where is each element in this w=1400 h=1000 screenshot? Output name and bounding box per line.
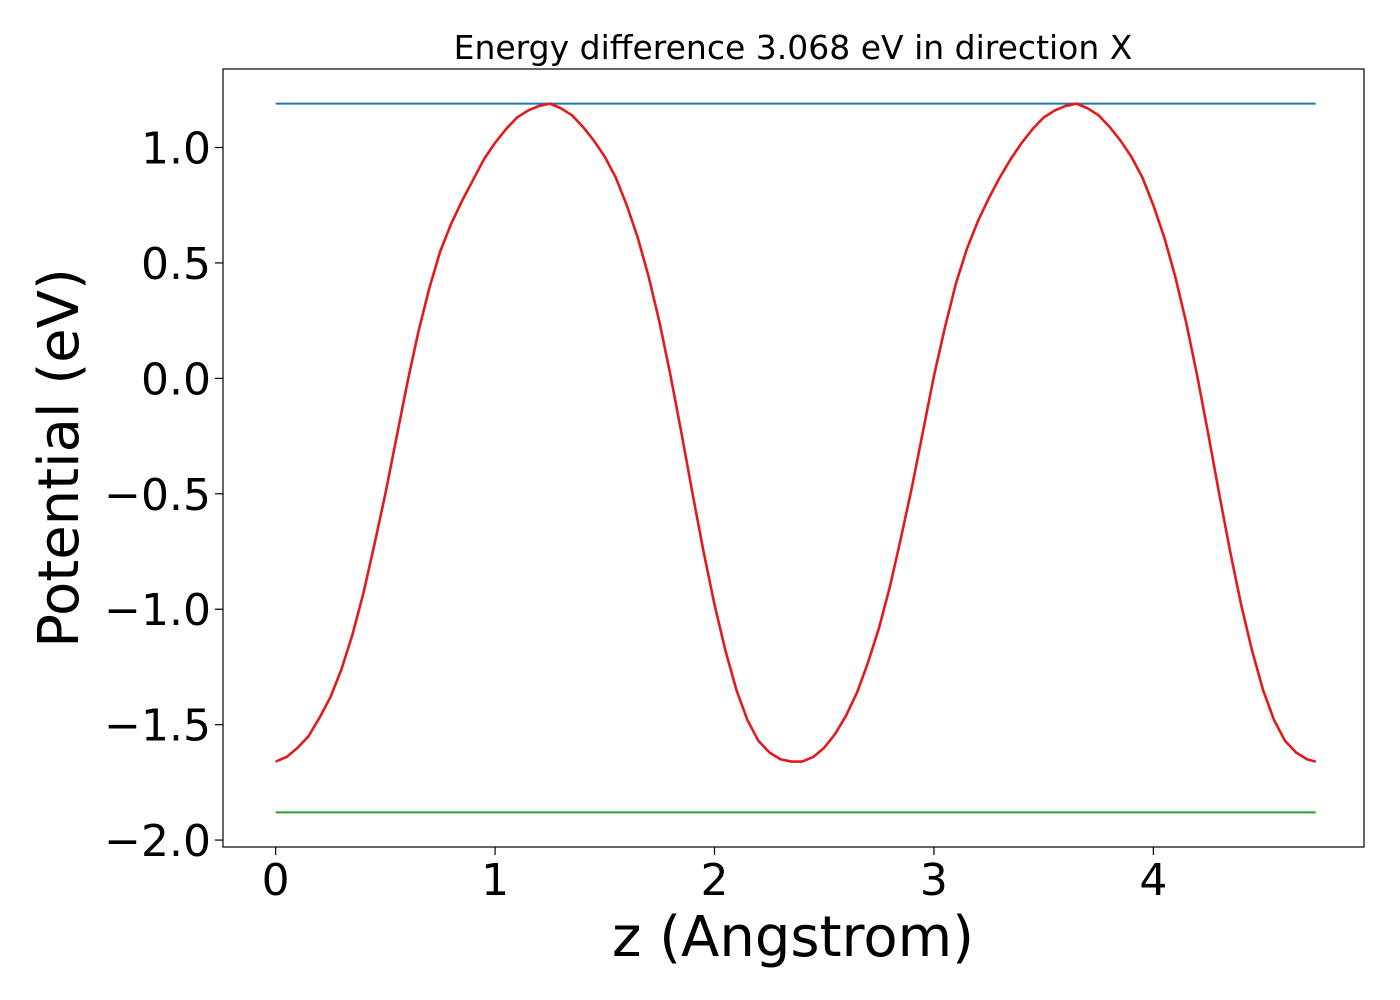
x-tick-label: 4 (1139, 855, 1167, 906)
y-tick-label: −1.0 (104, 585, 211, 636)
x-tick-label: 2 (701, 855, 729, 906)
y-tick-label: 1.0 (141, 123, 211, 174)
x-axis-label: z (Angstrom) (612, 905, 974, 970)
y-tick-label: −1.5 (104, 701, 211, 752)
series-layer (275, 102, 1317, 814)
y-tick-label: −0.5 (104, 470, 211, 521)
y-tick-label: 0.5 (141, 239, 211, 290)
chart-title: Energy difference 3.068 eV in direction … (454, 28, 1133, 67)
x-axis-ticks: 0 1 2 3 4 (262, 847, 1167, 906)
y-axis-ticks: −2.0 −1.5 −1.0 −0.5 0.0 0.5 1.0 (104, 123, 223, 867)
potential-line (275, 102, 1317, 763)
y-axis-label: Potential (eV) (27, 268, 92, 648)
axes-frame (222, 68, 1365, 848)
x-tick-label: 1 (481, 855, 509, 906)
y-tick-label: 0.0 (141, 354, 211, 405)
y-tick-label: −2.0 (104, 816, 211, 867)
x-tick-label: 3 (920, 855, 948, 906)
x-tick-label: 0 (262, 855, 290, 906)
